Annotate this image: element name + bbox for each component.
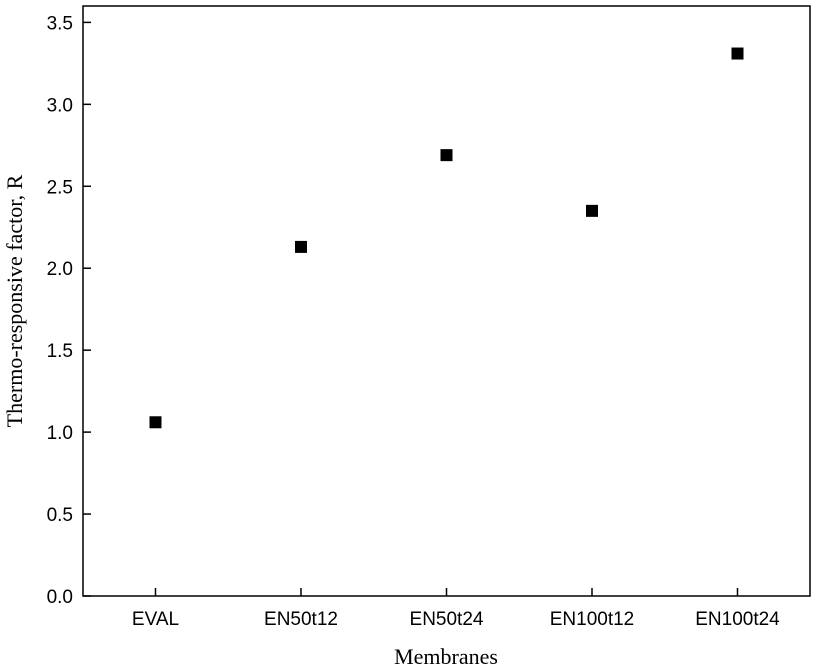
data-point <box>731 47 744 60</box>
data-series <box>149 47 744 429</box>
x-tick-label: EN100t24 <box>695 609 780 630</box>
x-tick-label: EN50t24 <box>410 609 484 630</box>
data-point <box>440 149 453 162</box>
x-tick-label: EVAL <box>132 609 179 630</box>
y-tick-label: 2.5 <box>47 177 73 198</box>
y-tick-label: 2.0 <box>47 259 73 280</box>
x-tick-label: EN50t12 <box>264 609 338 630</box>
y-tick-label: 3.5 <box>47 13 73 34</box>
y-axis-title: Thermo-responsive factor, R <box>2 174 27 427</box>
x-axis-title: Membranes <box>394 644 498 669</box>
data-point <box>295 240 307 253</box>
y-tick-label: 1.0 <box>47 423 73 444</box>
x-tick-label: EN100t12 <box>550 609 635 630</box>
y-tick-label: 0.5 <box>47 505 73 526</box>
y-tick-label: 3.0 <box>47 95 73 116</box>
data-point <box>149 416 162 429</box>
plot-area <box>82 5 811 597</box>
data-point <box>586 204 598 217</box>
y-tick-label: 1.5 <box>47 341 73 362</box>
y-tick-label: 0.0 <box>47 587 73 608</box>
y-axis: 0.0 0.5 1.0 1.5 2.0 2.5 3.0 3.5 <box>47 13 91 608</box>
x-axis: EVAL EN50t12 EN50t24 EN100t12 EN100t24 <box>132 588 780 630</box>
